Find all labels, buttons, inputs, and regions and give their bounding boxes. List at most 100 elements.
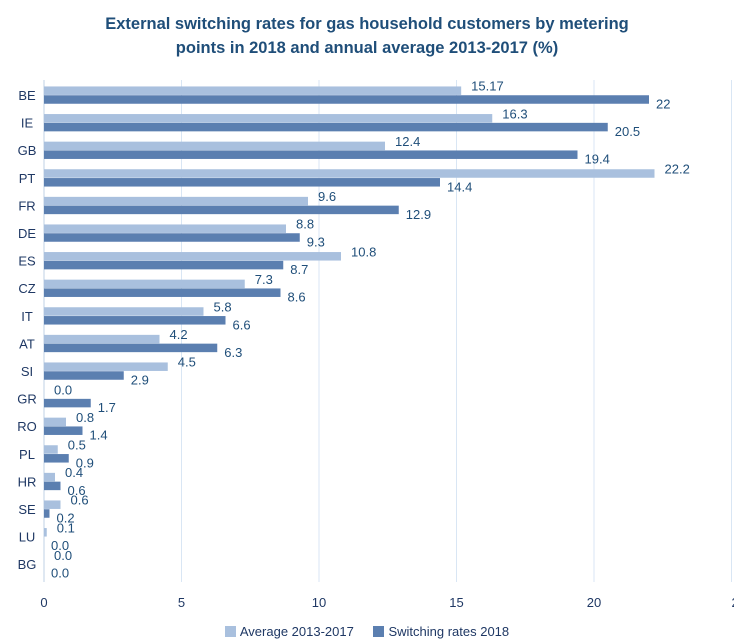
x-tick-label: 10 [312,595,326,610]
data-label-average: 0.5 [68,438,86,453]
data-label-average: 7.3 [255,272,273,287]
y-tick-label: CZ [18,281,35,296]
bar-average [44,528,47,537]
bar-average [44,279,245,289]
bar-average [44,196,308,206]
bar-2018 [44,316,226,325]
data-label-average: 5.8 [214,300,232,315]
bar-2018 [44,233,300,242]
y-tick-label: GR [17,392,37,407]
chart-title: External switching rates for gas househo… [0,12,734,60]
data-label-2018: 22 [656,97,670,112]
x-tick-label: 20 [587,595,601,610]
data-label-2018: 19.4 [585,152,610,167]
data-label-average: 22.2 [665,162,690,177]
y-tick-label: PL [19,447,35,462]
bar-2018 [44,398,91,408]
chart-title-line-2: points in 2018 and annual average 2013-2… [175,39,559,57]
bar-average [44,500,61,509]
bar-average [44,252,341,261]
y-tick-label: PT [19,171,36,186]
data-label-average: 9.6 [318,189,336,204]
data-label-2018: 8.7 [290,262,308,277]
x-tick-label: 5 [178,595,185,610]
y-axis-tick-labels: BE IE GB PT FR DE ES CZ IT AT SI GR RO PL HR SE LU BG [17,88,37,572]
bar-average [44,334,160,344]
bar-average [44,224,286,233]
bar-2018 [44,205,399,215]
data-label-average: 0.0 [54,548,72,563]
y-tick-label: BE [18,88,36,103]
y-tick-label: LU [19,530,36,545]
x-axis-tick-labels: 0 5 10 15 20 25 [40,595,734,610]
data-label-average: 10.8 [351,244,376,259]
data-label-2018: 20.5 [615,124,640,139]
gridlines [43,80,732,582]
chart-title-line-1: External switching rates for gas househo… [105,15,629,33]
legend-label-2018: Switching rates 2018 [388,624,510,639]
data-label-2018: 0.9 [76,455,94,470]
x-tick-label: 15 [449,595,463,610]
legend-swatch-average [224,626,236,637]
data-label-average: 4.2 [170,327,188,342]
bar-average [44,362,168,371]
data-label-average: 16.3 [502,106,527,121]
y-tick-label: GB [18,143,37,158]
bar-average [44,114,493,123]
data-label-average: 0.1 [57,520,75,535]
bar-average [44,169,655,178]
data-label-2018: 2.9 [131,373,149,388]
bar-2018 [44,150,578,159]
bar-2018 [44,288,281,297]
legend-item-2018: Switching rates 2018 [373,624,509,639]
data-label-2018: 0.0 [51,538,69,553]
legend: Average 2013-2017 Switching rates 2018 [0,624,734,639]
data-label-average: 0.8 [76,410,94,425]
data-label-2018: 8.6 [288,290,306,305]
bar-2018 [44,122,608,132]
data-label-2018: 6.6 [233,317,251,332]
data-label-average: 15.17 [471,79,504,94]
data-label-2018: 0.0 [51,566,69,581]
y-tick-label: ES [18,254,36,269]
data-label-2018: 9.3 [307,235,325,250]
bar-2018 [44,509,50,518]
y-tick-label: SE [18,502,36,517]
data-labels: 15.17 16.3 12.4 22.2 9.6 8.8 10.8 7.3 5.8 4.2 4.5 0… [51,79,690,581]
data-label-2018: 14.4 [447,179,472,194]
bars [44,86,655,537]
data-label-2018: 6.3 [224,345,242,360]
data-label-2018: 1.7 [98,400,116,415]
y-tick-label: BG [18,557,37,572]
y-tick-label: FR [18,198,35,213]
data-label-average: 0.6 [71,493,89,508]
x-tick-label: 0 [40,595,47,610]
bar-average [44,472,55,482]
data-label-average: 0.0 [54,382,72,397]
y-tick-label: RO [17,419,37,434]
y-tick-label: HR [18,474,37,489]
data-label-2018: 12.9 [406,207,431,222]
bar-average [44,445,58,454]
data-label-average: 4.5 [178,355,196,370]
legend-swatch-2018 [373,626,385,637]
bar-2018 [44,454,69,463]
data-label-2018: 0.2 [57,511,75,526]
bar-average [44,307,204,316]
bar-2018 [44,426,83,435]
data-label-2018: 0.6 [68,483,86,498]
bar-average [44,86,462,95]
bar-2018 [44,343,218,353]
y-tick-label: IT [21,309,33,324]
bar-2018 [44,178,440,187]
bar-average [44,141,385,151]
bar-2018 [44,371,124,380]
x-tick-label: 25 [732,595,734,610]
bar-2018 [44,95,649,104]
data-label-average: 12.4 [395,134,420,149]
y-tick-label: IE [21,116,34,131]
data-label-average: 0.4 [65,465,83,480]
data-label-2018: 1.4 [90,428,108,443]
data-label-average: 8.8 [296,217,314,232]
